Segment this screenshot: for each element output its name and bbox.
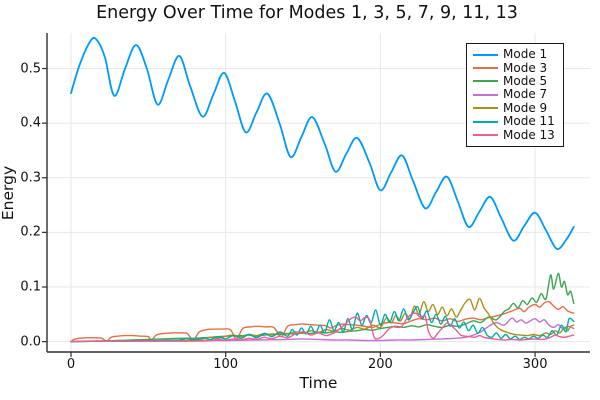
legend-entry: Mode 5	[473, 73, 555, 88]
legend-line-swatch	[473, 120, 498, 123]
y-tick-label: 0.0	[20, 334, 41, 350]
series-line-mode-11	[70, 305, 575, 343]
y-tick-label: 0.1	[20, 279, 41, 295]
series-line-mode-3	[70, 300, 575, 343]
x-tick-label: 300	[522, 357, 548, 372]
x-tick-label: 0	[66, 357, 76, 372]
legend-line-swatch	[473, 53, 498, 56]
x-tick-label: 200	[367, 357, 393, 372]
legend-line-swatch	[473, 134, 498, 137]
y-tick-label: 0.3	[20, 170, 41, 186]
legend-label: Mode 5	[503, 73, 548, 88]
legend-entry: Mode 9	[473, 100, 555, 115]
legend-label: Mode 9	[503, 100, 548, 115]
legend-label: Mode 7	[503, 87, 548, 102]
series-line-mode-7	[70, 317, 575, 343]
y-tick-label: 0.4	[20, 115, 41, 131]
legend: Mode 1 Mode 3 Mode 5 Mode 7 Mode 9 Mode 11 Mod…	[466, 43, 564, 147]
series-line-mode-1	[70, 36, 575, 250]
x-axis-label: Time	[299, 374, 338, 392]
legend-label: Mode 11	[503, 114, 555, 129]
y-axis-label: Energy	[0, 165, 17, 221]
legend-label: Mode 1	[503, 47, 548, 62]
y-tick-label: 0.2	[20, 224, 41, 240]
x-tick-label: 100	[213, 357, 239, 372]
legend-entry: Mode 3	[473, 61, 555, 74]
legend-line-swatch	[473, 93, 498, 96]
legend-entry: Mode 13	[473, 128, 555, 141]
legend-entry: Mode 1	[473, 48, 555, 61]
chart-title: Energy Over Time for Modes 1, 3, 5, 7, 9…	[96, 3, 518, 23]
series-line-mode-13	[70, 312, 575, 343]
legend-line-swatch	[473, 80, 498, 83]
legend-entry: Mode 11	[473, 115, 555, 128]
y-tick-label: 0.5	[20, 61, 41, 76]
legend-line-swatch	[473, 107, 498, 110]
legend-label: Mode 3	[503, 60, 548, 75]
legend-label: Mode 13	[503, 127, 555, 142]
legend-line-swatch	[473, 67, 498, 70]
legend-entry: Mode 7	[473, 88, 555, 101]
